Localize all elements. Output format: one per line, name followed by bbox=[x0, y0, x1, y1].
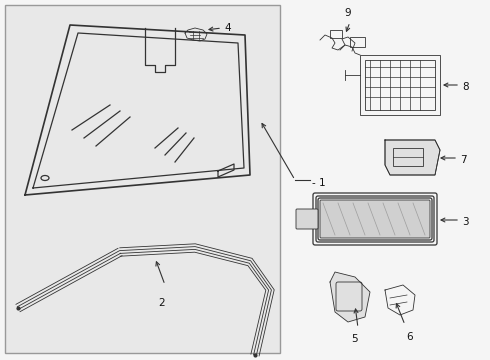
Text: 6: 6 bbox=[406, 332, 413, 342]
Polygon shape bbox=[330, 272, 370, 322]
FancyBboxPatch shape bbox=[296, 209, 318, 229]
FancyBboxPatch shape bbox=[5, 5, 280, 353]
Polygon shape bbox=[385, 140, 440, 175]
Text: 4: 4 bbox=[224, 23, 231, 33]
Text: 5: 5 bbox=[351, 334, 357, 344]
Text: - 1: - 1 bbox=[312, 178, 326, 188]
Text: 3: 3 bbox=[462, 217, 468, 227]
Text: 7: 7 bbox=[460, 155, 466, 165]
Text: 9: 9 bbox=[344, 8, 351, 18]
FancyBboxPatch shape bbox=[320, 200, 430, 238]
Text: 2: 2 bbox=[159, 298, 165, 308]
Text: 8: 8 bbox=[462, 82, 468, 92]
